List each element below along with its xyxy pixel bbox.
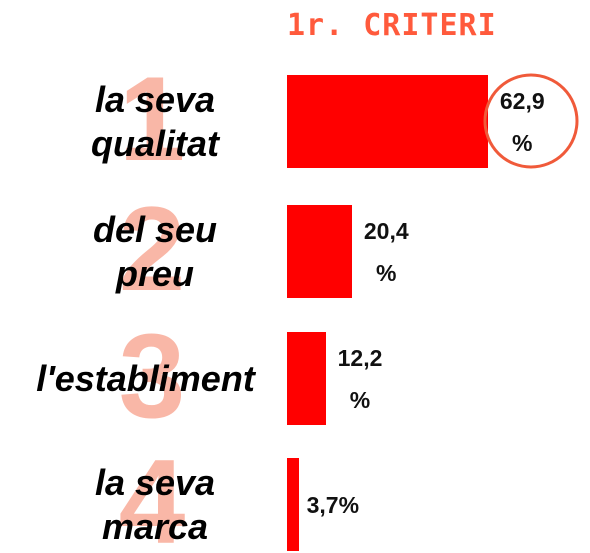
bar xyxy=(287,332,327,425)
bar xyxy=(287,205,353,298)
value-label: 62,9 % xyxy=(499,87,545,156)
category-label: la seva marca xyxy=(94,461,216,547)
rank-number: 4 xyxy=(118,435,186,553)
chart-title: 1r. CRITERI xyxy=(287,8,497,43)
bar xyxy=(287,75,489,168)
category-label: del seu preu xyxy=(92,208,218,294)
value-label: 12,2 % xyxy=(337,344,383,413)
rank-number: 1 xyxy=(118,52,186,186)
value-label: 20,4 % xyxy=(363,217,409,286)
category-label: l'establiment xyxy=(36,357,255,399)
highlight-circle xyxy=(483,73,579,169)
rank-number: 2 xyxy=(118,182,186,316)
category-label: la seva qualitat xyxy=(90,78,219,164)
value-label: 3,7% xyxy=(306,491,360,518)
rank-number: 3 xyxy=(118,309,186,443)
bar xyxy=(287,458,299,551)
